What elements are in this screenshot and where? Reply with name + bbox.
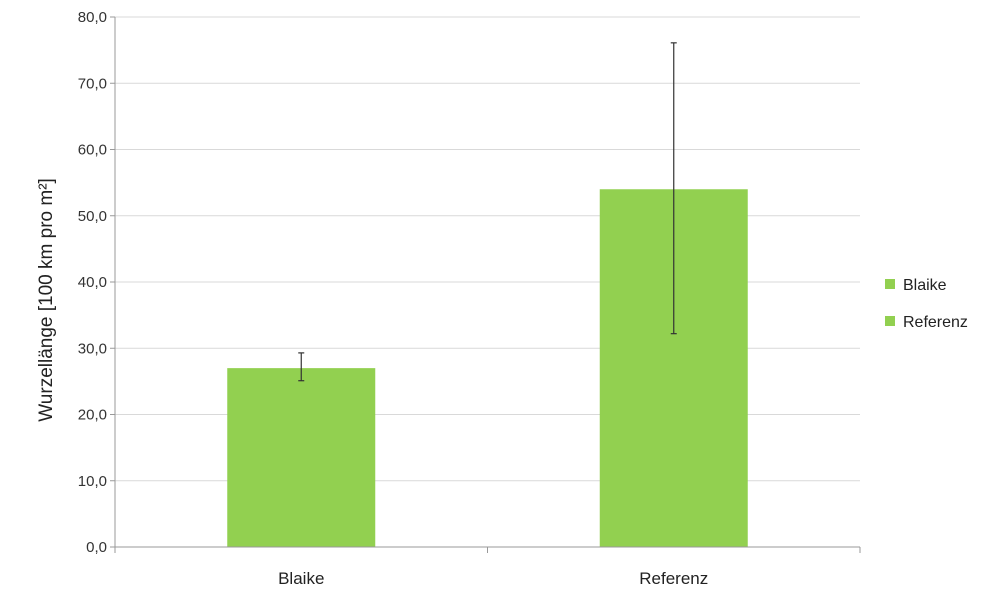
y-tick-label: 30,0 (78, 340, 107, 357)
legend-label: Referenz (903, 314, 968, 331)
x-tick-label: Blaike (278, 569, 324, 588)
y-tick-label: 40,0 (78, 274, 107, 291)
y-tick-label: 70,0 (78, 75, 107, 92)
bars (227, 189, 748, 547)
x-tick-label: Referenz (639, 569, 708, 588)
legend-swatch (885, 279, 895, 289)
legend-swatch (885, 316, 895, 326)
y-tick-label: 60,0 (78, 142, 107, 159)
y-tick-labels: 0,0 10,0 20,0 30,0 40,0 50,0 60,0 70,0 80,0 (78, 9, 107, 556)
y-tick-label: 50,0 (78, 208, 107, 225)
y-tick-label: 20,0 (78, 407, 107, 424)
legend-label: Blaike (903, 277, 947, 294)
error-bars (298, 42, 677, 382)
y-tick-label: 0,0 (86, 539, 107, 556)
legend: Blaike Referenz (885, 277, 968, 331)
y-axis-title: Wurzellänge [100 km pro m²] (36, 178, 57, 422)
y-tick-label: 10,0 (78, 473, 107, 490)
y-tick-label: 80,0 (78, 9, 107, 26)
axes (114, 17, 861, 553)
bar-blaike (227, 368, 376, 547)
x-tick-labels: Blaike Referenz (278, 569, 708, 588)
